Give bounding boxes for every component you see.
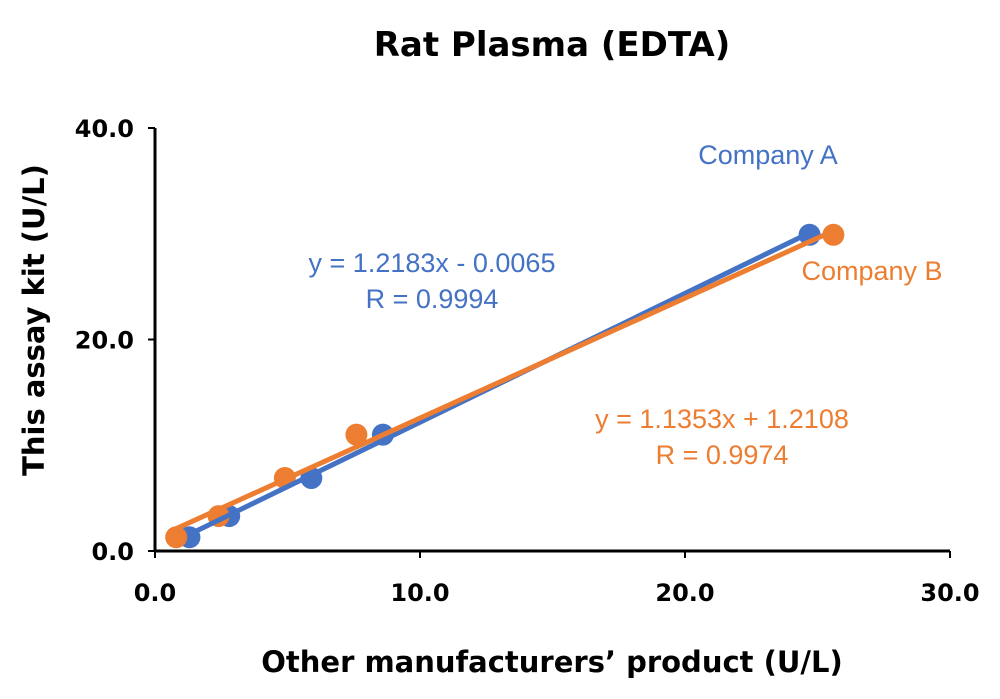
trendline-company-b (173, 228, 836, 532)
trendlines (173, 228, 836, 537)
chart-title: Rat Plasma (EDTA) (374, 25, 731, 65)
legend-label-company-a: Company A (698, 140, 838, 170)
equation-company-a: y = 1.2183x - 0.0065 (309, 248, 556, 278)
x-tick-label: 20.0 (655, 579, 714, 607)
axes (148, 127, 951, 558)
y-tick-label: 40.0 (75, 115, 134, 143)
point-company-b (165, 526, 188, 549)
x-axis-label: Other manufacturers’ product (U/L) (261, 645, 843, 679)
y-axis-label: This assay kit (U/L) (17, 164, 51, 476)
r-value-company-b: R = 0.9974 (656, 440, 789, 470)
point-company-b (822, 223, 845, 246)
equation-company-b: y = 1.1353x + 1.2108 (595, 404, 849, 434)
x-tick-label: 10.0 (390, 579, 449, 607)
x-tick-label: 30.0 (920, 579, 979, 607)
r-value-company-a: R = 0.9994 (366, 284, 499, 314)
y-tick-label: 0.0 (91, 538, 134, 566)
y-tick-label: 20.0 (75, 327, 134, 355)
tick-labels: 0.0 10.0 20.0 30.0 0.0 20.0 40.0 (75, 115, 980, 607)
x-tick-label: 0.0 (134, 579, 177, 607)
legend-label-company-b: Company B (801, 256, 942, 286)
point-company-b (345, 423, 368, 446)
